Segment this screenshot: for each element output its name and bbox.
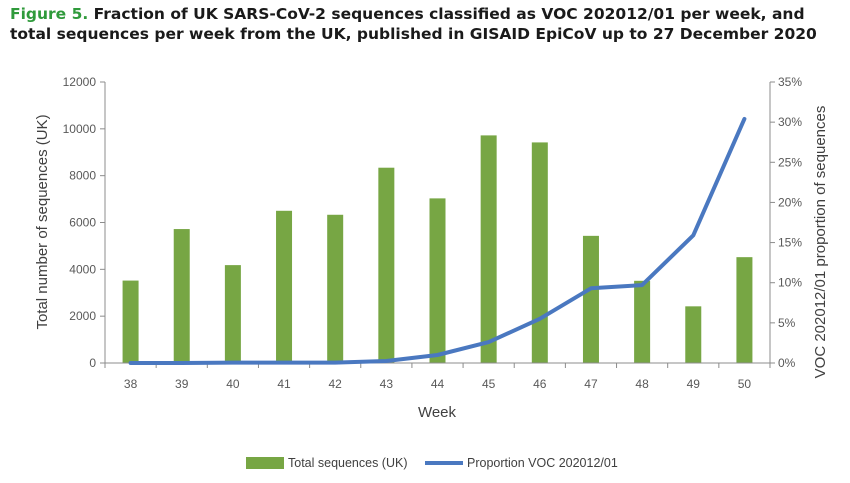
y-tick-label-left: 6000 <box>69 216 96 230</box>
y-tick-label-right: 30% <box>778 115 802 129</box>
y-tick-label-left: 2000 <box>69 309 96 323</box>
x-tick-label: 39 <box>175 377 189 391</box>
figure-caption: Figure 5. Fraction of UK SARS-CoV-2 sequ… <box>10 4 845 44</box>
y-axis-right-title: VOC 202012/01 proportion of sequences <box>812 106 829 379</box>
x-tick-label: 41 <box>277 377 291 391</box>
line-series <box>128 116 747 365</box>
y-tick-label-left: 10000 <box>63 122 97 136</box>
x-tick-label: 43 <box>380 377 394 391</box>
x-tick-label: 38 <box>124 377 138 391</box>
y-tick-label-left: 0 <box>89 356 96 370</box>
legend-label-line: Proportion VOC 202012/01 <box>467 456 618 470</box>
figure-label: Figure 5. <box>10 5 89 23</box>
y-tick-label-right: 10% <box>778 276 802 290</box>
bar <box>480 135 497 363</box>
bar <box>378 167 395 363</box>
legend-swatch-bar <box>246 457 284 469</box>
bar <box>224 265 241 363</box>
x-tick-label: 44 <box>431 377 445 391</box>
x-tick-label: 47 <box>584 377 598 391</box>
x-tick-label: 48 <box>635 377 649 391</box>
x-tick-label: 50 <box>738 377 752 391</box>
tick-labels: 0 2000 4000 6000 8000 10000 12000 0% 5% 10% 15% 20%… <box>63 75 803 391</box>
y-tick-label-right: 25% <box>778 155 802 169</box>
y-tick-label-left: 4000 <box>69 262 96 276</box>
bar <box>122 280 139 363</box>
bar <box>173 229 190 363</box>
y-tick-label-left: 8000 <box>69 169 96 183</box>
figure-title: Fraction of UK SARS-CoV-2 sequences clas… <box>10 5 817 43</box>
bar <box>685 306 702 363</box>
y-tick-label-right: 5% <box>778 316 796 330</box>
y-tick-label-right: 20% <box>778 195 802 209</box>
bar <box>429 198 446 363</box>
x-tick-label: 49 <box>687 377 701 391</box>
bar <box>276 210 293 363</box>
y-axis-left-title: Total number of sequences (UK) <box>34 114 51 329</box>
x-axis-title: Week <box>418 404 457 421</box>
legend-label-bar: Total sequences (UK) <box>288 456 408 470</box>
y-tick-label-right: 35% <box>778 75 802 89</box>
y-tick-label-right: 15% <box>778 236 802 250</box>
bar <box>531 142 548 363</box>
y-tick-label-right: 0% <box>778 356 796 370</box>
bar <box>582 235 599 363</box>
x-tick-label: 40 <box>226 377 240 391</box>
bar <box>634 280 651 363</box>
bar <box>327 214 344 363</box>
series-line-voc-proportion <box>128 116 747 365</box>
x-tick-label: 42 <box>329 377 343 391</box>
bar-series <box>122 135 753 363</box>
bar <box>736 257 753 363</box>
x-tick-label: 45 <box>482 377 496 391</box>
legend: Total sequences (UK) Proportion VOC 2020… <box>246 456 618 470</box>
x-tick-label: 46 <box>533 377 547 391</box>
y-tick-label-left: 12000 <box>63 75 97 89</box>
